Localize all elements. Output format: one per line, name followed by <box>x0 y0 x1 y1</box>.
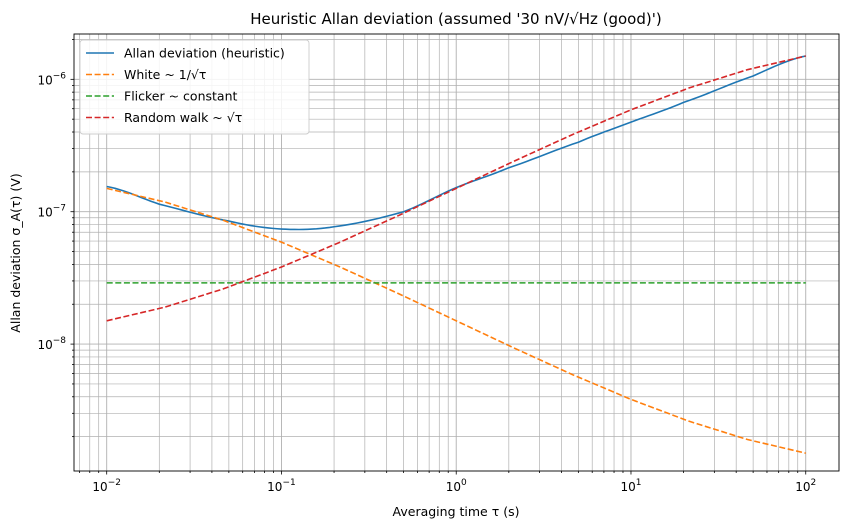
legend-label: Flicker ~ constant <box>124 89 237 104</box>
legend: Allan deviation (heuristic) White ~ 1/√τ F… <box>79 39 310 135</box>
x-tick-label: 10−1 <box>267 478 296 494</box>
x-axis-label: Averaging time τ (s) <box>393 504 520 519</box>
series-line-3 <box>106 55 806 322</box>
y-tick-label: 10−7 <box>37 204 66 220</box>
y-axis-label: Allan deviation σ_A(τ) (V) <box>8 173 23 332</box>
chart-title: Heuristic Allan deviation (assumed '30 n… <box>250 10 661 28</box>
legend-label: White ~ 1/√τ <box>124 67 206 82</box>
x-tick-label: 10−2 <box>92 478 121 494</box>
series-layer <box>106 55 806 454</box>
legend-box <box>79 39 310 135</box>
y-tick-label: 10−6 <box>37 71 66 87</box>
x-tick-label: 100 <box>446 478 467 494</box>
legend-label: Random walk ~ √τ <box>124 110 242 125</box>
series-line-1 <box>106 187 806 454</box>
legend-label: Allan deviation (heuristic) <box>124 46 285 61</box>
x-tick-label: 102 <box>795 478 816 494</box>
y-tick-label: 10−8 <box>37 336 66 352</box>
x-tick-label: 101 <box>620 478 641 494</box>
axis-ticks: 10−2 10−1 100 101 102 10−8 10−7 10−6 <box>37 39 816 494</box>
